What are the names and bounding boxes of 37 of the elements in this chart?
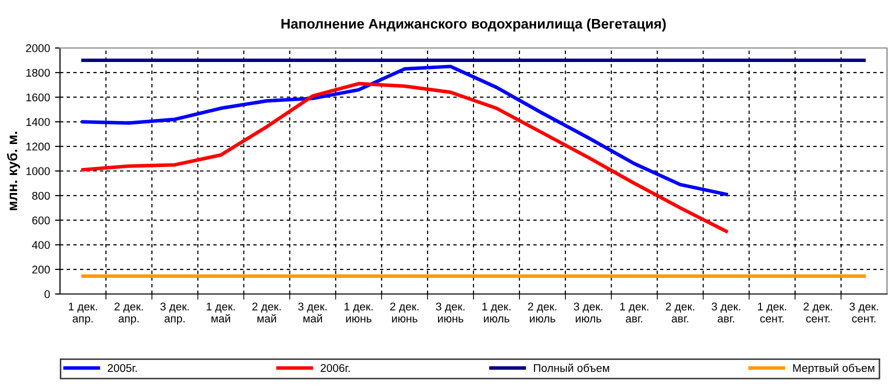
y-tick-label: 1800	[26, 68, 50, 77]
x-tick-label: 1 дек. май	[206, 302, 235, 322]
x-tick-label: 2 дек. июнь	[390, 302, 419, 322]
y-tick-label: 400	[32, 241, 50, 249]
y-tick-label: 2000	[26, 44, 50, 52]
y-tick-label: 800	[32, 192, 50, 200]
x-tick-label: 2 дек. апр.	[114, 302, 143, 325]
x-tick-label: 2 дек. июль	[528, 302, 556, 322]
line-series	[81, 64, 728, 196]
x-tick-label: 3 дек. июль	[574, 302, 602, 322]
y-tick-label: 1200	[26, 142, 50, 151]
x-tick-label: 3 дек. май	[298, 302, 327, 322]
x-tick-label: 2 дек. май	[252, 302, 281, 322]
x-tick-label: 3 дек. сент.	[850, 302, 878, 322]
legend-label: Полный объем	[534, 364, 610, 372]
chart-title: Наполнение Андижанского водохранилища (Вегетация)	[282, 18, 666, 32]
y-tick-label: 200	[32, 266, 50, 274]
y-axis-title: млн. куб. м.	[6, 132, 20, 210]
y-tick-label: 0	[44, 290, 50, 298]
legend-label: 2006г.	[320, 364, 350, 372]
y-tick-label: 1600	[26, 93, 50, 102]
x-tick-label: 1 дек. июль	[482, 302, 510, 322]
x-tick-label: 3 дек. июнь	[436, 302, 464, 322]
x-tick-label: 1 дек. авг.	[620, 302, 648, 322]
x-tick-label: 1 дек. июнь	[344, 302, 373, 322]
x-tick-label: 1 дек. апр.	[68, 302, 97, 325]
x-tick-label: 2 дек. сент.	[804, 302, 832, 322]
y-tick-label: 1400	[26, 118, 50, 126]
x-tick-label: 3 дек. апр.	[160, 302, 189, 325]
x-tick-label: 1 дек. сент.	[758, 302, 786, 322]
line-series	[81, 82, 728, 234]
x-tick-label: 2 дек. авг.	[666, 302, 694, 322]
legend-label: 2005г.	[108, 364, 137, 372]
y-tick-label: 600	[32, 216, 50, 224]
y-tick-label: 1000	[26, 167, 50, 176]
legend-label: Мертвый объем	[793, 364, 874, 374]
x-tick-label: 3 дек. авг.	[712, 302, 740, 322]
